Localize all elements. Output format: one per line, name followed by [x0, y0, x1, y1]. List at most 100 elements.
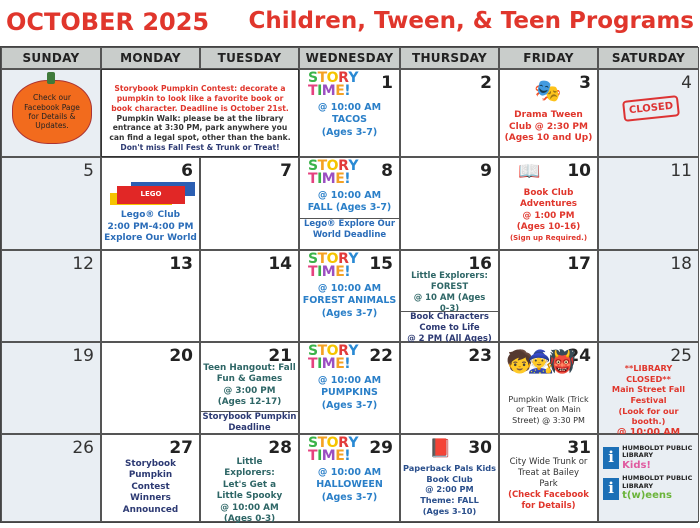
day-number: 17	[567, 254, 591, 274]
event-time: @ 10:00 AM	[317, 375, 382, 386]
pumpkin-stem-icon	[47, 72, 55, 84]
library-closed: **LIBRARY CLOSED**	[624, 363, 673, 384]
event-title: Lego® Club	[120, 210, 181, 220]
day-cell-25: 25 **LIBRARY CLOSED** Main Street Fall F…	[598, 342, 699, 438]
day-cell-19: 19	[1, 342, 101, 434]
day-number: 4	[681, 73, 692, 93]
day-cell-31: 31 City Wide Trunk or Treat at Bailey Pa…	[499, 434, 598, 522]
day-cell-18: 18	[598, 250, 699, 342]
day-cell-29: STORY TIME! 29 @ 10:00 AM HALLOWEEN (Ages…	[299, 434, 400, 522]
closed-stamp: CLOSED	[622, 95, 681, 122]
event-title: Pumpkin Walk (Trick or Treat on Main Str…	[508, 395, 589, 425]
day-cell-5: 5	[1, 157, 101, 250]
weekday-thursday: THURSDAY	[400, 47, 499, 69]
weekday-sunday: SUNDAY	[1, 47, 101, 69]
book-adventure-icon: 📖	[518, 161, 541, 182]
day-number: 6	[181, 161, 193, 181]
pumpkin-image: Check our Facebook Page for Details & Up…	[12, 80, 92, 144]
library-logos-cell: i HUMBOLDT PUBLIC LIBRARY Kids! i HUMBOLDT …	[598, 434, 699, 522]
day-cell-3: 3 🎭 Drama Tween Club @ 2:30 PM (Ages 10 …	[499, 69, 598, 157]
event-ages: (Ages 0-3)	[223, 514, 276, 525]
day-cell-empty: Check our Facebook Page for Details & Up…	[1, 69, 101, 157]
event-title: City Wide Trunk or Treat at Bailey Park	[509, 457, 588, 490]
event-time: 2:00 PM-4:00 PM	[107, 221, 194, 232]
extra-time: @ 2 PM (All Ages)	[407, 334, 492, 345]
event-ages: (Ages 3-7)	[321, 491, 378, 503]
day-cell-28: 28 Little Explorers: Let's Get a Little …	[200, 434, 299, 525]
event-time: @ 3:00 PM	[223, 385, 276, 396]
event-time: @ 10:00 AM	[317, 190, 382, 201]
program-title: Children, Tween, & Teen Programs	[248, 8, 694, 34]
day-number: 19	[72, 346, 94, 366]
day-cell-21: 21 Teen Hangout: Fall Fun & Games @ 3:00…	[200, 342, 299, 434]
event-theme: Theme: FALL	[420, 494, 479, 505]
library-i-icon: i	[603, 477, 620, 500]
day-number: 18	[670, 254, 692, 274]
day-number: 20	[169, 346, 193, 366]
day-number: 11	[670, 161, 692, 181]
day-cell-30: 30 📕 Paperback Pals Kids Book Club @ 2:0…	[400, 434, 499, 522]
day-cell-20: 20	[101, 342, 200, 434]
event-title: Teen Hangout: Fall Fun & Games	[203, 363, 296, 385]
event-time: @ 10:00 AM	[220, 502, 279, 513]
weekday-monday: MONDAY	[101, 47, 200, 69]
event-time: @ 10:00 AM	[317, 102, 382, 113]
fest-text: Don't miss Fall Fest & Trunk or Treat!	[120, 143, 280, 153]
day-number: 1	[381, 73, 393, 93]
lego-logo: LEGO	[117, 186, 185, 204]
event-title: Paperback Pals Kids Book Club	[403, 463, 497, 484]
extra-event: Book Characters Come to Life	[410, 312, 489, 334]
day-cell-15: STORY TIME! 15 @ 10:00 AM FOREST ANIMALS …	[299, 250, 400, 342]
event-time: @ 10 AM (Ages 0-3)	[413, 293, 486, 315]
event-ages: (Ages 3-7)	[321, 399, 378, 411]
day-cell-14: 14	[200, 250, 299, 342]
day-number: 24	[567, 346, 591, 366]
weekday-tuesday: TUESDAY	[200, 47, 299, 69]
event-theme: Explore Our World	[104, 233, 197, 244]
day-number: 5	[83, 161, 94, 181]
day-number: 8	[381, 161, 393, 181]
library-tweens-logo: i HUMBOLDT PUBLIC LIBRARY t(w)eens	[603, 475, 698, 501]
day-cell-2: 2	[400, 69, 499, 157]
event-title: Drama Tween Club @ 2:30 PM	[509, 110, 588, 132]
day-cell-6: 6 LEGO Lego® Club 2:00 PM-4:00 PM Explor…	[101, 157, 200, 250]
event-ages: (Ages 3-7)	[321, 307, 378, 319]
day-number: 29	[369, 438, 393, 458]
day-cell-10: 10 📖 Book Club Adventures @ 1:00 PM (Age…	[499, 157, 598, 250]
day-number: 15	[369, 254, 393, 274]
story-time-logo: STORY TIME!	[308, 435, 358, 464]
event-theme: TACOS	[332, 114, 367, 126]
event-ages: (Ages 12-17)	[217, 397, 282, 408]
library-i-icon: i	[603, 447, 620, 470]
event-ages: (Ages 3-10)	[422, 505, 477, 516]
walk-text: Pumpkin Walk: please be at the library e…	[109, 113, 291, 143]
event-time: @ 10:00 AM	[616, 426, 681, 438]
day-number: 27	[169, 438, 193, 458]
day-cell-11: 11	[598, 157, 699, 250]
day-number: 22	[369, 346, 393, 366]
day-cell-13: 13	[101, 250, 200, 342]
contest-text: Storybook Pumpkin Contest: decorate a pu…	[111, 84, 289, 113]
day-number: 9	[480, 161, 492, 181]
day-number: 26	[72, 438, 94, 458]
weekday-wednesday: WEDNESDAY	[299, 47, 400, 69]
day-number: 14	[268, 254, 292, 274]
day-cell-9: 9	[400, 157, 499, 250]
day-number: 31	[567, 438, 591, 458]
month-title: OCTOBER 2025	[6, 8, 210, 36]
facebook-note: Check our Facebook Page for Details & Up…	[24, 93, 80, 131]
day-number: 16	[468, 254, 492, 274]
event-note: (Check Facebook for Details)	[508, 490, 589, 512]
day-cell-16: 16 Little Explorers: FOREST @ 10 AM (Age…	[400, 250, 499, 345]
day-number: 13	[169, 254, 193, 274]
day-cell-7: 7	[200, 157, 299, 250]
event-time: @ 10:00 AM	[317, 283, 382, 294]
story-time-logo: STORY TIME!	[308, 158, 358, 187]
day-cell-24: 24 🧒🧙👹 Pumpkin Walk (Trick or Treat on M…	[499, 342, 598, 434]
event-ages: (Ages 10-16)	[516, 222, 581, 233]
event-theme: FOREST ANIMALS	[302, 295, 397, 307]
day-number: 3	[579, 73, 591, 93]
drama-masks-icon: 🎭	[534, 79, 562, 104]
day-cell-22: STORY TIME! 22 @ 10:00 AM PUMPKINS (Ages …	[299, 342, 400, 434]
day-number: 25	[670, 346, 692, 366]
